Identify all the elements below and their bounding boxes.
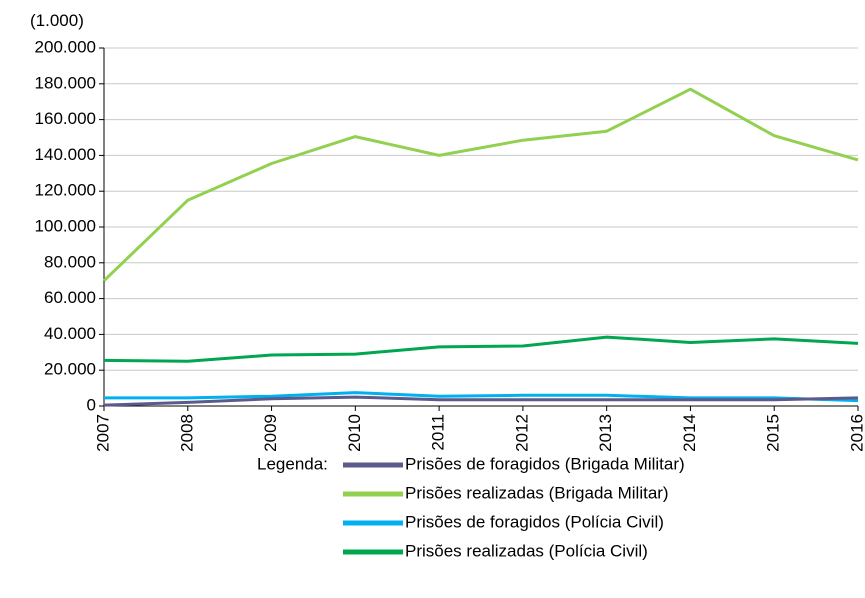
series-line-3 (104, 391, 859, 403)
y-tick-label: 160.000 (35, 109, 96, 128)
legend-label: Prisões de foragidos (Brigada Militar) (405, 454, 685, 473)
x-tick-label: 2007 (93, 414, 112, 452)
x-tick-label: 2010 (345, 414, 364, 452)
y-tick-label: 100.000 (35, 216, 96, 235)
gridlines (104, 47, 858, 371)
y-tick-label: 200.000 (35, 37, 96, 56)
x-axis-ticks: 2007 2008 2009 2010 2011 2012 2013 2014 2015 2016 (93, 406, 865, 452)
legend-title: Legenda: (257, 454, 328, 473)
x-tick-label: 2008 (177, 414, 196, 452)
series-line-4 (103, 335, 859, 363)
series-line-2 (102, 87, 859, 282)
unit-label: (1.000) (30, 11, 84, 30)
x-tick-label: 2014 (680, 414, 699, 452)
x-tick-label: 2013 (596, 414, 615, 452)
series-lines (102, 87, 859, 407)
x-tick-label: 2009 (261, 414, 280, 452)
legend: Legenda: Prisões de foragidos (Brigada M… (257, 454, 685, 560)
x-tick-label: 2011 (429, 414, 448, 451)
legend-label: Prisões realizadas (Polícia Civil) (405, 541, 648, 560)
y-tick-label: 40.000 (44, 324, 96, 343)
y-tick-label: 60.000 (44, 288, 96, 307)
y-tick-label: 80.000 (44, 252, 96, 271)
y-tick-label: 20.000 (44, 360, 96, 379)
y-tick-label: 140.000 (35, 145, 96, 164)
y-tick-label: 120.000 (35, 181, 96, 200)
legend-label: Prisões de foragidos (Polícia Civil) (405, 512, 664, 531)
x-tick-label: 2016 (847, 414, 865, 452)
y-tick-label: 180.000 (35, 73, 96, 92)
series-line-1 (103, 395, 859, 407)
legend-label: Prisões realizadas (Brigada Militar) (405, 483, 669, 502)
y-tick-label: 0 (87, 395, 96, 414)
y-axis-ticks: 0 20.000 40.000 60.000 80.000 100.000 120.000 1… (35, 37, 104, 414)
x-tick-label: 2012 (512, 414, 531, 452)
x-tick-label: 2015 (764, 414, 783, 452)
